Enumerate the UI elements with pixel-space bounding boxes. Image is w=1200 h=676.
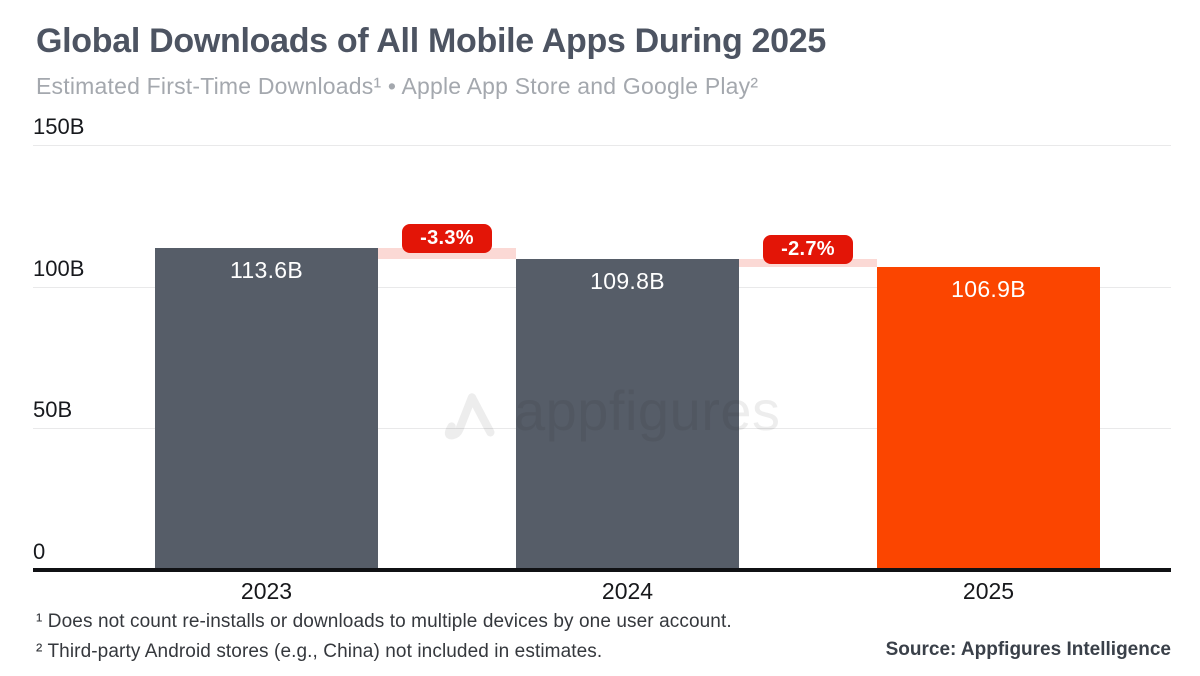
change-badge: -2.7% — [763, 234, 853, 264]
y-axis-tick-label: 0 — [33, 539, 46, 564]
x-axis-label-2024: 2024 — [601, 578, 654, 604]
appfigures-logo-icon — [444, 393, 495, 440]
y-axis-tick-label: 50B — [33, 397, 73, 423]
gridline-150B — [33, 145, 1171, 146]
decline-connector-band — [378, 248, 516, 259]
bar-2025: 106.9B — [877, 267, 1100, 570]
bar-value-label: 106.9B — [951, 276, 1026, 303]
x-axis-label-2025: 2025 — [962, 578, 1015, 604]
x-axis-label-2023: 2023 — [240, 578, 293, 604]
x-axis-line — [33, 568, 1171, 572]
bar-2024: 109.8B — [516, 258, 739, 570]
chart-subtitle: Estimated First-Time Downloads¹ • Apple … — [36, 73, 759, 99]
y-axis-tick-label: 150B — [33, 114, 85, 139]
bar-value-label: 113.6B — [230, 257, 303, 284]
bar-value-label: 109.8B — [590, 267, 665, 294]
bar-2023: 113.6B — [155, 248, 378, 570]
source-credit: Source: Appfigures Intelligence — [885, 639, 1171, 660]
y-axis-tick-label: 100B — [33, 255, 85, 281]
change-badge: -3.3% — [402, 224, 492, 254]
chart-title: Global Downloads of All Mobile Apps Duri… — [36, 22, 826, 60]
footnote-1: ¹ Does not count re-installs or download… — [36, 611, 732, 632]
footnote-2: ² Third-party Android stores (e.g., Chin… — [36, 641, 603, 662]
